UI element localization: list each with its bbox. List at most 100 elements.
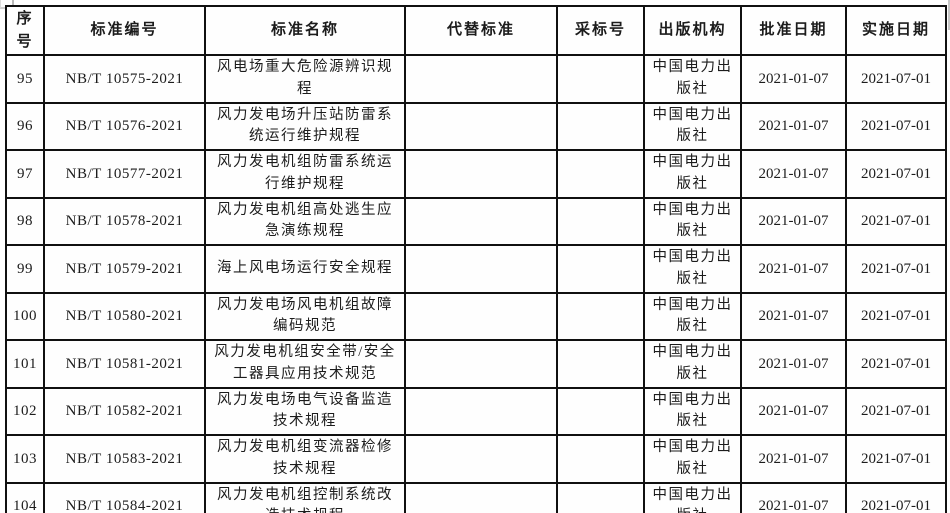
- cell-publisher: 中国电力出版社: [643, 196, 742, 246]
- cell-name: 风电场重大危险源辨识规程: [204, 54, 406, 104]
- cell-no: 102: [5, 386, 45, 436]
- cell-name: 海上风电场运行安全规程: [204, 244, 406, 294]
- cell-adopted: [556, 434, 645, 484]
- cell-publisher: 中国电力出版社: [643, 101, 742, 151]
- cell-name: 风力发电机组安全带/安全工器具应用技术规范: [204, 339, 406, 389]
- cell-name: 风力发电机组防雷系统运行维护规程: [204, 149, 406, 199]
- column-header-publisher: 出版机构: [643, 5, 742, 56]
- cell-no: 95: [5, 54, 45, 104]
- cell-implemented: 2021-07-01: [845, 481, 947, 513]
- cell-replaced: [404, 481, 558, 513]
- cell-adopted: [556, 481, 645, 513]
- cell-no: 101: [5, 339, 45, 389]
- cell-publisher: 中国电力出版社: [643, 339, 742, 389]
- cell-implemented: 2021-07-01: [845, 54, 947, 104]
- table-row: 102 NB/T 10582-2021 风力发电场电气设备监造技术规程 中国电力出版社…: [5, 386, 947, 436]
- column-header-approved: 批准日期: [740, 5, 847, 56]
- cell-replaced: [404, 291, 558, 341]
- table-row: 96 NB/T 10576-2021 风力发电场升压站防雷系统运行维护规程 中国电力出…: [5, 101, 947, 151]
- cell-code: NB/T 10578-2021: [43, 196, 206, 246]
- cell-approved: 2021-01-07: [740, 386, 847, 436]
- cell-adopted: [556, 101, 645, 151]
- cell-adopted: [556, 291, 645, 341]
- cell-implemented: 2021-07-01: [845, 339, 947, 389]
- cell-replaced: [404, 244, 558, 294]
- table-header: 序号 标准编号 标准名称 代替标准 采标号 出版机构 批准日期 实施日期: [5, 5, 947, 56]
- cell-approved: 2021-01-07: [740, 101, 847, 151]
- cell-implemented: 2021-07-01: [845, 196, 947, 246]
- cell-no: 100: [5, 291, 45, 341]
- cell-approved: 2021-01-07: [740, 291, 847, 341]
- cell-implemented: 2021-07-01: [845, 386, 947, 436]
- table-row: 100 NB/T 10580-2021 风力发电场风电机组故障编码规范 中国电力出版社…: [5, 291, 947, 341]
- cell-adopted: [556, 339, 645, 389]
- column-header-no: 序号: [5, 5, 45, 56]
- cell-replaced: [404, 196, 558, 246]
- cell-adopted: [556, 196, 645, 246]
- cell-approved: 2021-01-07: [740, 339, 847, 389]
- table-row: 98 NB/T 10578-2021 风力发电机组高处逃生应急演练规程 中国电力出版社…: [5, 196, 947, 246]
- table-body: 95 NB/T 10575-2021 风电场重大危险源辨识规程 中国电力出版社 2021…: [5, 54, 947, 513]
- cell-implemented: 2021-07-01: [845, 434, 947, 484]
- cell-name: 风力发电场风电机组故障编码规范: [204, 291, 406, 341]
- cell-approved: 2021-01-07: [740, 244, 847, 294]
- cell-name: 风力发电场电气设备监造技术规程: [204, 386, 406, 436]
- cell-replaced: [404, 386, 558, 436]
- cell-adopted: [556, 149, 645, 199]
- table-row: 103 NB/T 10583-2021 风力发电机组变流器检修技术规程 中国电力出版社…: [5, 434, 947, 484]
- scan-artifact-top-right: [948, 0, 950, 30]
- cell-approved: 2021-01-07: [740, 434, 847, 484]
- cell-adopted: [556, 386, 645, 436]
- cell-approved: 2021-01-07: [740, 196, 847, 246]
- column-header-code: 标准编号: [43, 5, 206, 56]
- cell-name: 风力发电机组控制系统改造技术规程: [204, 481, 406, 513]
- table-row: 99 NB/T 10579-2021 海上风电场运行安全规程 中国电力出版社 2021-…: [5, 244, 947, 294]
- cell-publisher: 中国电力出版社: [643, 244, 742, 294]
- cell-no: 99: [5, 244, 45, 294]
- cell-replaced: [404, 101, 558, 151]
- cell-approved: 2021-01-07: [740, 149, 847, 199]
- cell-code: NB/T 10579-2021: [43, 244, 206, 294]
- column-header-adopted: 采标号: [556, 5, 645, 56]
- cell-approved: 2021-01-07: [740, 481, 847, 513]
- cell-replaced: [404, 149, 558, 199]
- table-row: 101 NB/T 10581-2021 风力发电机组安全带/安全工器具应用技术规范 中…: [5, 339, 947, 389]
- cell-publisher: 中国电力出版社: [643, 386, 742, 436]
- cell-publisher: 中国电力出版社: [643, 481, 742, 513]
- column-header-name: 标准名称: [204, 5, 406, 56]
- cell-no: 104: [5, 481, 45, 513]
- cell-code: NB/T 10576-2021: [43, 101, 206, 151]
- cell-no: 103: [5, 434, 45, 484]
- cell-replaced: [404, 54, 558, 104]
- table-row: 97 NB/T 10577-2021 风力发电机组防雷系统运行维护规程 中国电力出版社…: [5, 149, 947, 199]
- cell-publisher: 中国电力出版社: [643, 291, 742, 341]
- cell-code: NB/T 10580-2021: [43, 291, 206, 341]
- cell-code: NB/T 10584-2021: [43, 481, 206, 513]
- cell-replaced: [404, 434, 558, 484]
- cell-replaced: [404, 339, 558, 389]
- cell-code: NB/T 10582-2021: [43, 386, 206, 436]
- cell-publisher: 中国电力出版社: [643, 434, 742, 484]
- cell-adopted: [556, 244, 645, 294]
- cell-no: 98: [5, 196, 45, 246]
- column-header-implemented: 实施日期: [845, 5, 947, 56]
- cell-name: 风力发电场升压站防雷系统运行维护规程: [204, 101, 406, 151]
- column-header-replaced: 代替标准: [404, 5, 558, 56]
- cell-name: 风力发电机组高处逃生应急演练规程: [204, 196, 406, 246]
- cell-publisher: 中国电力出版社: [643, 54, 742, 104]
- table-row: 95 NB/T 10575-2021 风电场重大危险源辨识规程 中国电力出版社 2021…: [5, 54, 947, 104]
- cell-code: NB/T 10583-2021: [43, 434, 206, 484]
- cell-code: NB/T 10575-2021: [43, 54, 206, 104]
- cell-no: 97: [5, 149, 45, 199]
- cell-code: NB/T 10581-2021: [43, 339, 206, 389]
- cell-implemented: 2021-07-01: [845, 291, 947, 341]
- standards-table: 序号 标准编号 标准名称 代替标准 采标号 出版机构 批准日期 实施日期 95 NB/T 105…: [5, 5, 947, 513]
- cell-name: 风力发电机组变流器检修技术规程: [204, 434, 406, 484]
- cell-implemented: 2021-07-01: [845, 149, 947, 199]
- cell-publisher: 中国电力出版社: [643, 149, 742, 199]
- cell-code: NB/T 10577-2021: [43, 149, 206, 199]
- cell-no: 96: [5, 101, 45, 151]
- cell-approved: 2021-01-07: [740, 54, 847, 104]
